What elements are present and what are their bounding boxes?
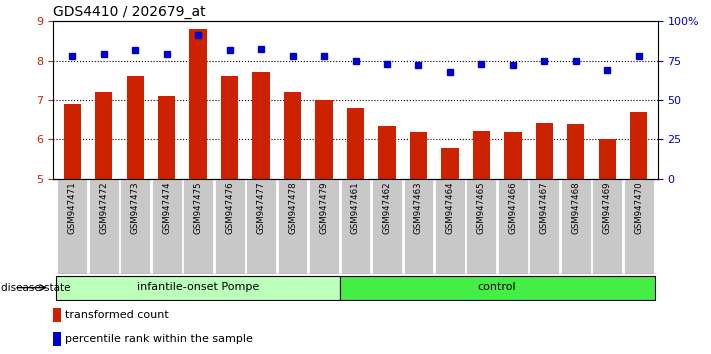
Bar (630, 112, 648, 179)
Bar (340, 276, 655, 299)
Bar (53, 332, 60, 346)
Text: GSM947467: GSM947467 (540, 182, 549, 234)
FancyBboxPatch shape (89, 179, 119, 274)
Text: infantile-onset Pompe: infantile-onset Pompe (137, 282, 260, 292)
Text: GSM947476: GSM947476 (225, 182, 234, 234)
Text: GSM947475: GSM947475 (193, 182, 203, 234)
Bar (504, 132, 522, 179)
Bar (221, 76, 238, 179)
Bar (567, 124, 584, 179)
Bar (410, 131, 427, 179)
Bar (95, 92, 112, 179)
FancyBboxPatch shape (404, 179, 434, 274)
FancyBboxPatch shape (341, 179, 370, 274)
Bar (442, 148, 459, 179)
FancyBboxPatch shape (561, 179, 591, 274)
Text: GSM947472: GSM947472 (100, 182, 108, 234)
Bar (473, 131, 490, 179)
Text: GSM947470: GSM947470 (634, 182, 643, 234)
Bar (284, 92, 301, 179)
Bar (316, 100, 333, 179)
Text: transformed count: transformed count (65, 310, 169, 320)
Text: GSM947474: GSM947474 (162, 182, 171, 234)
FancyBboxPatch shape (277, 179, 307, 274)
Bar (252, 73, 269, 179)
FancyBboxPatch shape (530, 179, 560, 274)
Bar (189, 29, 207, 179)
Text: control: control (478, 282, 516, 292)
Text: GDS4410 / 202679_at: GDS4410 / 202679_at (53, 5, 206, 19)
Text: GSM947462: GSM947462 (383, 182, 392, 234)
FancyBboxPatch shape (309, 179, 339, 274)
Text: disease state: disease state (1, 282, 70, 293)
FancyBboxPatch shape (466, 179, 496, 274)
Bar (53, 308, 60, 322)
Bar (127, 76, 144, 179)
FancyBboxPatch shape (151, 179, 181, 274)
Bar (347, 108, 364, 179)
Text: GSM947461: GSM947461 (351, 182, 360, 234)
FancyBboxPatch shape (246, 179, 276, 274)
Text: GSM947471: GSM947471 (68, 182, 77, 234)
FancyBboxPatch shape (120, 179, 150, 274)
Bar (535, 123, 553, 179)
Text: GSM947465: GSM947465 (477, 182, 486, 234)
Bar (599, 139, 616, 179)
FancyBboxPatch shape (58, 179, 87, 274)
Text: GSM947473: GSM947473 (131, 182, 139, 234)
Bar (56, 276, 340, 299)
Text: GSM947469: GSM947469 (603, 182, 611, 234)
FancyBboxPatch shape (624, 179, 653, 274)
Text: GSM947477: GSM947477 (257, 182, 266, 234)
Bar (378, 126, 395, 179)
FancyBboxPatch shape (215, 179, 245, 274)
Bar (158, 96, 176, 179)
Text: GSM947468: GSM947468 (572, 182, 580, 234)
Text: GSM947466: GSM947466 (508, 182, 518, 234)
FancyBboxPatch shape (435, 179, 465, 274)
Bar (63, 104, 81, 179)
Text: GSM947464: GSM947464 (445, 182, 454, 234)
Text: GSM947463: GSM947463 (414, 182, 423, 234)
Text: GSM947478: GSM947478 (288, 182, 297, 234)
FancyBboxPatch shape (372, 179, 402, 274)
Text: percentile rank within the sample: percentile rank within the sample (65, 333, 253, 344)
FancyBboxPatch shape (592, 179, 622, 274)
FancyBboxPatch shape (183, 179, 213, 274)
FancyBboxPatch shape (498, 179, 528, 274)
Text: GSM947479: GSM947479 (319, 182, 328, 234)
